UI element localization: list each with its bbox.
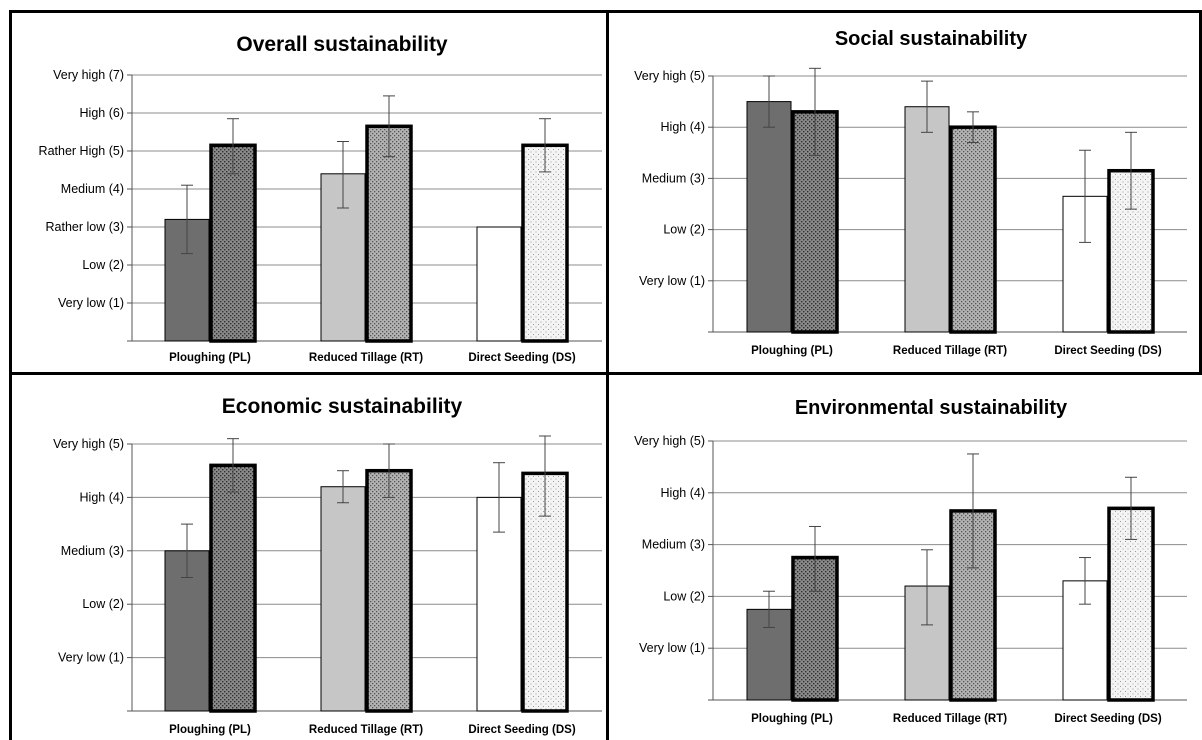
error-bar-rt-series-2 [967,111,979,144]
error-bar-pl-series-1 [763,75,775,128]
bar-rt-series-1 [904,106,950,333]
error-bar-ds-series-1 [1079,149,1091,243]
y-tick-label: Rather High (5) [39,144,124,158]
bar-ds-series-1 [476,226,522,342]
x-tick-label: Direct Seeding (DS) [468,352,576,364]
y-tick-label: Rather low (3) [46,220,125,234]
economic-sustainability-chart: Economic sustainability Very low (1) Low (… [9,375,609,740]
error-bar-pl-series-1 [181,523,193,578]
error-bar-ds-series-1 [493,462,505,533]
error-bar-rt-series-2 [967,453,979,569]
error-bar-ds-series-1 [1079,557,1091,605]
overall-sustainability-chart: Overall sustainability Very low (1) Low (2… [9,10,609,375]
environmental-svg: Environmental sustainability Very low (1)… [634,397,1187,725]
x-tick-label: Direct Seeding (DS) [468,724,576,736]
chart-title: Overall sustainability [236,33,448,56]
y-tick-label: Very high (5) [634,434,705,448]
bar-pl-series-1 [746,101,792,333]
error-bar-rt-series-2 [383,443,395,498]
error-bar-pl-series-1 [181,184,193,255]
y-tick-label: High (4) [80,490,124,504]
y-tick-label: Very high (7) [53,68,124,82]
y-tick-label: Very low (1) [639,641,705,655]
error-bar-rt-series-2 [383,95,395,158]
y-tick-label: Medium (3) [61,544,124,558]
x-tick-label: Direct Seeding (DS) [1054,713,1162,725]
error-bar-pl-series-2 [227,438,239,493]
social-sustainability-chart: Social sustainability Very low (1) Low (2)… [609,10,1202,375]
chart-title: Economic sustainability [222,395,463,418]
social-svg: Social sustainability Very low (1) Low (2)… [634,28,1187,357]
error-bar-pl-series-2 [809,67,821,156]
bar-ds-series-2 [521,143,569,343]
x-tick-label: Reduced Tillage (RT) [893,713,1007,725]
error-bar-rt-series-1 [337,141,349,209]
y-tick-label: High (6) [80,106,124,120]
error-bar-rt-series-1 [921,549,933,626]
y-tick-label: High (4) [661,486,705,500]
bar-pl-series-2 [209,143,257,343]
chart-title: Environmental sustainability [795,397,1068,419]
bar-pl-series-1 [746,608,792,701]
bar-rt-series-2 [949,125,997,334]
error-bar-pl-series-2 [809,525,821,592]
error-bar-pl-series-2 [227,118,239,175]
error-bar-ds-series-2 [1125,476,1137,540]
environmental-sustainability-chart: Environmental sustainability Very low (1)… [609,375,1202,740]
chart-title: Social sustainability [835,28,1028,50]
economic-svg: Economic sustainability Very low (1) Low (… [53,395,602,736]
x-tick-label: Ploughing (PL) [751,713,833,725]
error-bar-ds-series-2 [539,435,551,517]
overall-svg: Overall sustainability Very low (1) Low (2… [39,33,602,364]
y-tick-label: Very low (1) [58,651,124,665]
bar-ds-series-1 [476,496,522,712]
bar-pl-series-2 [209,463,257,713]
bar-rt-series-2 [365,124,413,343]
error-bar-pl-series-1 [763,590,775,628]
y-tick-label: Medium (3) [642,538,705,552]
y-tick-label: Very low (1) [639,274,705,288]
y-tick-label: Medium (4) [61,182,124,196]
x-tick-label: Reduced Tillage (RT) [893,345,1007,357]
y-tick-label: Very low (1) [58,296,124,310]
x-tick-label: Ploughing (PL) [169,352,251,364]
x-tick-label: Ploughing (PL) [751,345,833,357]
y-tick-label: Low (2) [663,589,705,603]
y-tick-label: Very high (5) [53,437,124,451]
x-tick-label: Reduced Tillage (RT) [309,724,423,736]
y-tick-label: Low (2) [663,223,705,237]
y-tick-label: Medium (3) [642,171,705,185]
y-tick-label: Low (2) [82,597,124,611]
error-bar-rt-series-1 [921,80,933,133]
x-tick-label: Reduced Tillage (RT) [309,352,423,364]
bar-rt-series-2 [365,468,413,713]
bar-rt-series-1 [320,486,366,712]
y-tick-label: Very high (5) [634,69,705,83]
error-bar-ds-series-2 [539,118,551,173]
y-tick-label: Low (2) [82,258,124,272]
x-tick-label: Ploughing (PL) [169,724,251,736]
error-bar-rt-series-1 [337,470,349,504]
x-tick-label: Direct Seeding (DS) [1054,345,1162,357]
y-tick-label: High (4) [661,120,705,134]
error-bar-ds-series-2 [1125,131,1137,210]
